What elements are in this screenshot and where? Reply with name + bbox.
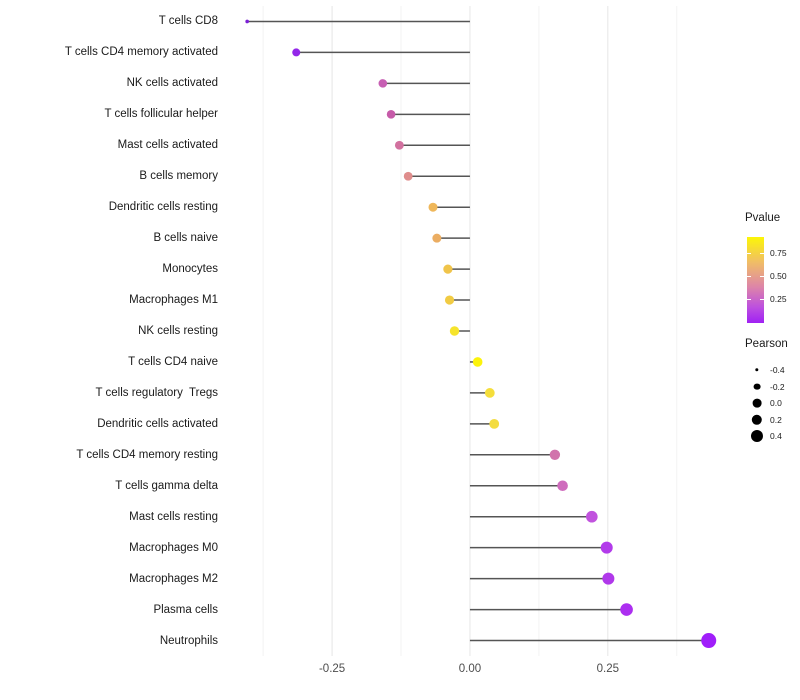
pearson-legend-label: -0.4 <box>770 365 785 375</box>
y-axis-label: T cells CD4 memory resting <box>0 449 218 461</box>
colorbar-tick-label: 0.25 <box>770 294 787 304</box>
lollipop-dot <box>601 542 613 554</box>
pearson-legend-dot <box>754 383 761 390</box>
lollipop-dot <box>701 633 716 648</box>
lollipop-dot <box>404 172 413 181</box>
pearson-legend-label: 0.2 <box>770 415 782 425</box>
lollipop-dot <box>586 511 598 523</box>
pearson-legend-dot <box>751 430 763 442</box>
y-axis-label: B cells memory <box>0 170 218 182</box>
y-axis-label: Macrophages M1 <box>0 294 218 306</box>
lollipop-chart: T cells CD8 T cells CD4 memory activated N… <box>0 0 800 700</box>
lollipop-dot <box>429 203 438 212</box>
lollipop-dot <box>445 295 454 304</box>
y-axis-label: T cells regulatory Tregs <box>0 387 218 399</box>
lollipop-dot <box>473 357 483 367</box>
y-axis-label: Macrophages M0 <box>0 542 218 554</box>
lollipop-dot <box>550 450 560 460</box>
lollipop-dot <box>602 573 614 585</box>
lollipop-dot <box>443 264 452 273</box>
lollipop-dot <box>450 326 459 335</box>
colorbar-tick-label: 0.50 <box>770 271 787 281</box>
y-axis-label: T cells gamma delta <box>0 480 218 492</box>
lollipop-dot <box>379 79 388 88</box>
colorbar-tick-mark <box>760 276 764 277</box>
pearson-legend-dot <box>753 399 762 408</box>
lollipop-dot <box>432 234 441 243</box>
lollipop-dot <box>395 141 404 150</box>
pearson-legend-label: 0.0 <box>770 398 782 408</box>
y-axis-label: T cells CD4 memory activated <box>0 46 218 58</box>
y-axis-label: Neutrophils <box>0 635 218 647</box>
y-axis-label: NK cells resting <box>0 325 218 337</box>
colorbar-tick-mark <box>747 276 751 277</box>
colorbar-tick-mark <box>747 299 751 300</box>
colorbar-tick-mark <box>747 253 751 254</box>
y-axis-label: Plasma cells <box>0 604 218 616</box>
lollipop-dot <box>557 480 568 491</box>
pearson-legend-label: -0.2 <box>770 382 785 392</box>
pvalue-legend-title: Pvalue <box>745 212 780 224</box>
y-axis-label: Mast cells resting <box>0 511 218 523</box>
lollipop-dot <box>485 388 495 398</box>
x-axis-tick-label: 0.25 <box>568 663 648 675</box>
lollipop-dot <box>620 603 633 616</box>
lollipop-dot <box>292 48 300 56</box>
y-axis-label: T cells CD4 naive <box>0 356 218 368</box>
lollipop-dot <box>489 419 499 429</box>
lollipop-dot <box>245 20 249 24</box>
plot-area <box>0 0 800 700</box>
y-axis-label: Macrophages M2 <box>0 573 218 585</box>
x-axis-tick-label: -0.25 <box>292 663 372 675</box>
y-axis-label: Monocytes <box>0 263 218 275</box>
y-axis-label: NK cells activated <box>0 77 218 89</box>
pvalue-colorbar <box>747 237 764 323</box>
y-axis-label: Dendritic cells activated <box>0 418 218 430</box>
y-axis-label: T cells follicular helper <box>0 108 218 120</box>
pearson-legend-label: 0.4 <box>770 431 782 441</box>
y-axis-label: B cells naive <box>0 232 218 244</box>
x-axis-tick-label: 0.00 <box>430 663 510 675</box>
y-axis-label: Mast cells activated <box>0 139 218 151</box>
colorbar-tick-mark <box>760 299 764 300</box>
y-axis-label: T cells CD8 <box>0 15 218 27</box>
colorbar-tick-label: 0.75 <box>770 248 787 258</box>
pearson-legend-title: Pearson <box>745 338 788 350</box>
lollipop-dot <box>387 110 396 119</box>
colorbar-tick-mark <box>760 253 764 254</box>
y-axis-label: Dendritic cells resting <box>0 201 218 213</box>
